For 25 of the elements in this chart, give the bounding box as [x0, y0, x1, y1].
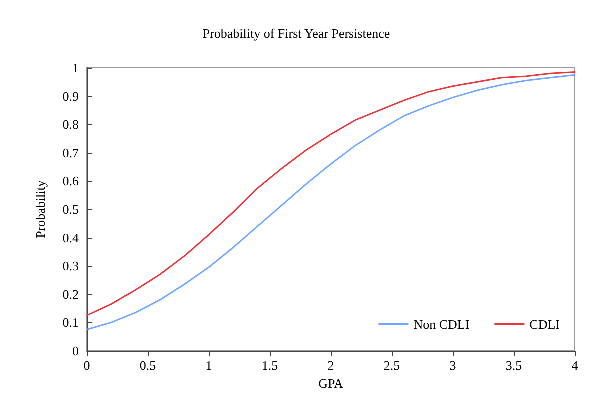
x-tick-label: 1: [206, 358, 212, 373]
y-tick-label: 1: [72, 60, 79, 76]
y-tick-label: 0.6: [62, 174, 80, 189]
x-tick-label: 2.5: [384, 358, 400, 373]
x-axis-title: GPA: [318, 376, 344, 391]
y-tick-label: 0.8: [62, 117, 79, 132]
chart-title: Probability of First Year Persistence: [202, 26, 390, 41]
x-tick-label: 4: [572, 358, 579, 373]
y-tick-label: 0.9: [62, 88, 79, 104]
y-tick-label: 0.2: [62, 286, 79, 302]
y-axis-title: Probability: [33, 180, 48, 238]
x-tick-label: 0.5: [140, 358, 156, 373]
y-tick-label: 0.5: [62, 202, 79, 217]
x-tick-label: 3.5: [506, 358, 522, 373]
x-tick-label: 1.5: [262, 358, 278, 373]
y-tick-label: 0: [72, 344, 79, 358]
y-tick-label: 0.1: [62, 315, 79, 330]
legend-label: Non CDLI: [414, 317, 470, 332]
x-tick-label: 3: [450, 358, 456, 373]
y-tick-label: 0.7: [62, 145, 80, 160]
y-tick-label: 0.4: [62, 230, 80, 246]
legend-label: CDLI: [530, 317, 560, 332]
x-tick-label: 0: [84, 358, 90, 373]
y-tick-label: 0.3: [62, 258, 79, 274]
x-tick-label: 2: [328, 358, 334, 373]
